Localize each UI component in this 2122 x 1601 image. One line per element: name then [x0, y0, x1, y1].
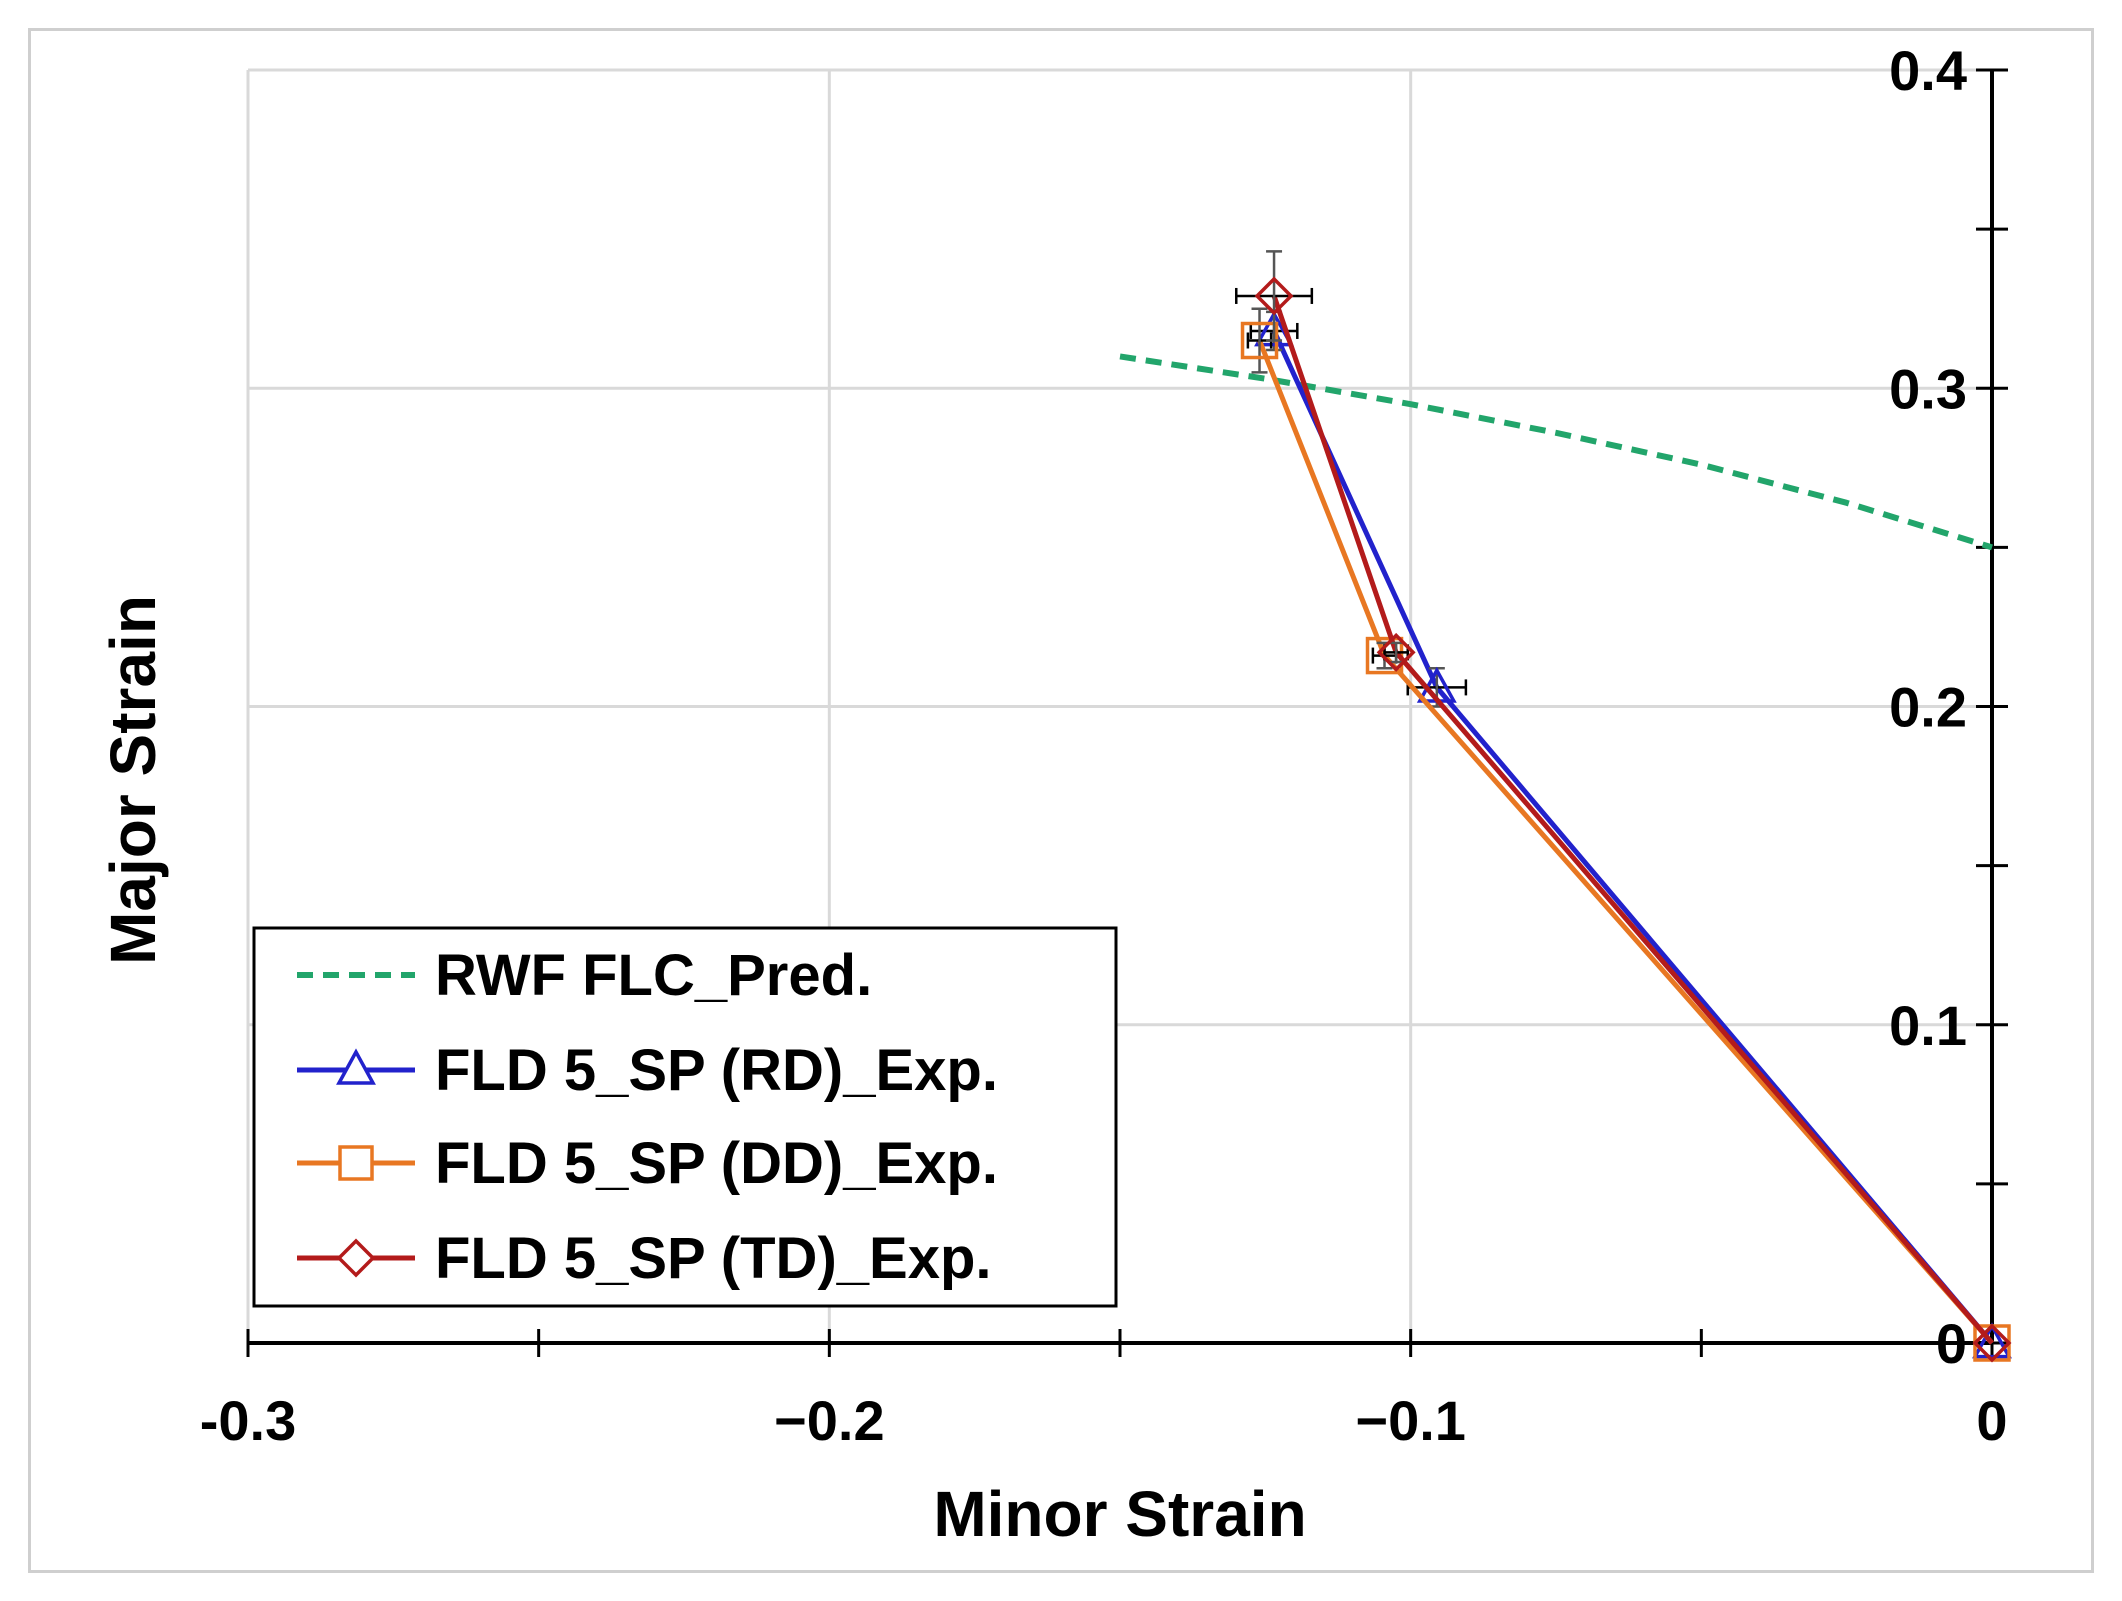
diamond-marker — [1972, 1323, 2012, 1363]
series-layer — [1119, 250, 2012, 1363]
legend-triangle-icon — [336, 1048, 376, 1085]
y-tick-label: 0.3 — [1889, 357, 1967, 420]
triangle-marker — [1254, 310, 1295, 347]
axes-layer: -0.3 −0.2 −0.1 00 0.1 0.2 0.3 0.4 — [200, 39, 2008, 1452]
x-tick-label: 0 — [1976, 1389, 2007, 1452]
y-tick-label: 0.4 — [1889, 39, 1967, 102]
legend-label-rwf: RWF FLC_Pred. — [435, 943, 872, 1008]
legend-label-rd: FLD 5_SP (RD)_Exp. — [435, 1038, 998, 1103]
legend-diamond-icon — [336, 1238, 376, 1278]
x-tick-label: −0.2 — [774, 1389, 885, 1452]
y-axis-title: Major Strain — [97, 595, 169, 965]
diamond-marker — [1254, 276, 1294, 316]
x-axis-title: Minor Strain — [933, 1478, 1306, 1550]
legend-label-dd: FLD 5_SP (DD)_Exp. — [435, 1131, 998, 1196]
y-tick-label: 0.1 — [1889, 994, 1967, 1057]
y-tick-label: 0.2 — [1889, 676, 1967, 739]
legend-box — [252, 926, 1118, 1308]
legend-label-td: FLD 5_SP (TD)_Exp. — [435, 1226, 992, 1291]
legend-square-icon — [338, 1145, 374, 1181]
triangle-marker — [1972, 1322, 2012, 1359]
series-line-2 — [1257, 339, 1994, 1345]
series-line-1 — [1271, 329, 1994, 1345]
x-tick-label: -0.3 — [200, 1389, 297, 1452]
series-line-0 — [1119, 353, 1993, 551]
x-tick-label: −0.1 — [1355, 1389, 1466, 1452]
legend: RWF FLC_Pred. FLD 5_SP (RD)_Exp. FLD 5_S… — [252, 926, 1118, 1308]
legend-entry-rwf: RWF FLC_Pred. — [297, 943, 872, 1008]
series-line-3 — [1271, 295, 1994, 1345]
legend-entry-td: FLD 5_SP (TD)_Exp. — [297, 1226, 992, 1291]
figure-frame — [28, 28, 2094, 1573]
legend-entry-dd: FLD 5_SP (DD)_Exp. — [297, 1131, 998, 1196]
grid-layer — [246, 68, 1994, 1345]
y-tick-label: 0 — [1936, 1312, 1967, 1375]
diamond-marker — [1376, 632, 1416, 672]
legend-entry-rd: FLD 5_SP (RD)_Exp. — [297, 1038, 998, 1103]
